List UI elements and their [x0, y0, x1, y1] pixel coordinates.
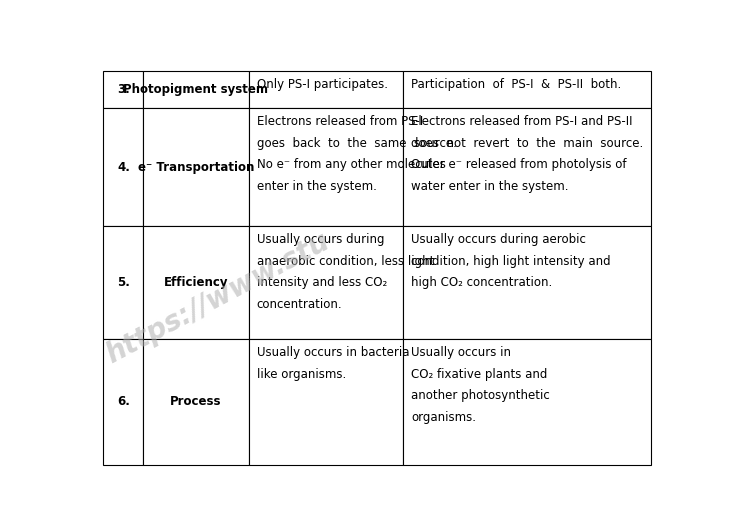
Bar	[103, 339, 144, 465]
Text: 5.: 5.	[117, 276, 130, 289]
Bar	[249, 71, 403, 108]
Bar	[249, 226, 403, 339]
Text: Process: Process	[170, 395, 222, 408]
Bar	[403, 71, 651, 108]
Text: Usually occurs in bacteria: Usually occurs in bacteria	[257, 346, 409, 359]
Text: Outer e⁻ released from photolysis of: Outer e⁻ released from photolysis of	[411, 158, 627, 171]
Text: Electrons released from PS-I and PS-II: Electrons released from PS-I and PS-II	[411, 115, 633, 128]
Text: e⁻ Transportation: e⁻ Transportation	[138, 161, 254, 173]
Text: anaerobic condition, less light: anaerobic condition, less light	[257, 255, 434, 268]
Text: goes  back  to  the  same  source.: goes back to the same source.	[257, 136, 456, 150]
Bar	[403, 339, 651, 465]
Bar	[144, 108, 249, 226]
Text: high CO₂ concentration.: high CO₂ concentration.	[411, 277, 553, 289]
Text: Usually occurs in: Usually occurs in	[411, 346, 512, 359]
Text: water enter in the system.: water enter in the system.	[411, 180, 569, 193]
Text: Efficiency: Efficiency	[163, 276, 228, 289]
Bar	[403, 226, 651, 339]
Text: 4.: 4.	[117, 161, 130, 173]
Text: 6.: 6.	[117, 395, 130, 408]
Text: CO₂ fixative plants and: CO₂ fixative plants and	[411, 368, 548, 380]
Text: organisms.: organisms.	[411, 411, 476, 424]
Text: No e⁻ from any other molecules: No e⁻ from any other molecules	[257, 158, 445, 171]
Text: Participation  of  PS-I  &  PS-II  both.: Participation of PS-I & PS-II both.	[411, 79, 622, 92]
Bar	[249, 108, 403, 226]
Bar	[403, 108, 651, 226]
Text: 3.: 3.	[117, 83, 130, 96]
Bar	[144, 339, 249, 465]
Bar	[103, 71, 144, 108]
Bar	[103, 226, 144, 339]
Text: does  not  revert  to  the  main  source.: does not revert to the main source.	[411, 136, 644, 150]
Bar	[103, 108, 144, 226]
Text: condition, high light intensity and: condition, high light intensity and	[411, 255, 611, 268]
Bar	[144, 71, 249, 108]
Text: intensity and less CO₂: intensity and less CO₂	[257, 277, 386, 289]
Text: concentration.: concentration.	[257, 298, 342, 311]
Text: Photopigment system: Photopigment system	[124, 83, 269, 96]
Text: https://www.stu: https://www.stu	[101, 228, 334, 369]
Text: another photosynthetic: another photosynthetic	[411, 389, 551, 403]
Text: Usually occurs during: Usually occurs during	[257, 233, 384, 246]
Text: like organisms.: like organisms.	[257, 368, 346, 380]
Text: Usually occurs during aerobic: Usually occurs during aerobic	[411, 233, 587, 246]
Text: Only PS-I participates.: Only PS-I participates.	[257, 79, 387, 92]
Text: Electrons released from PS-I: Electrons released from PS-I	[257, 115, 422, 128]
Text: enter in the system.: enter in the system.	[257, 180, 376, 193]
Bar	[249, 339, 403, 465]
Bar	[144, 226, 249, 339]
